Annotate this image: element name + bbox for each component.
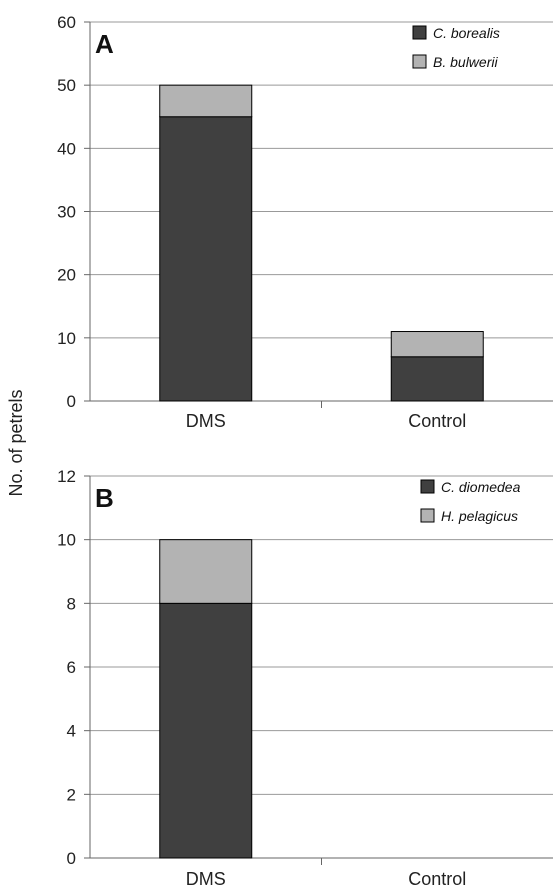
panel-b-category-label: DMS bbox=[186, 869, 226, 888]
panel-a-legend-swatch-1 bbox=[413, 26, 426, 39]
panel-b-legend-swatch-1 bbox=[421, 480, 434, 493]
panel-a-y-tick-label: 50 bbox=[57, 76, 76, 95]
panel-a-y-tick-label: 10 bbox=[57, 329, 76, 348]
panel-a-bar-control-series-1 bbox=[391, 357, 483, 401]
panel-a-y-tick-label: 30 bbox=[57, 203, 76, 222]
panel-a-legend-label-2: B. bulwerii bbox=[433, 54, 498, 70]
panel-b-label: B bbox=[95, 483, 114, 513]
panel-b-y-tick-label: 4 bbox=[67, 722, 76, 741]
panel-a-y-tick-label: 40 bbox=[57, 139, 76, 158]
panel-b-bar-dms-series-2 bbox=[160, 540, 252, 604]
panel-a-y-tick-label: 60 bbox=[57, 13, 76, 32]
panel-a-bar-dms-series-1 bbox=[160, 117, 252, 401]
panel-b-legend-swatch-2 bbox=[421, 509, 434, 522]
panel-a-label: A bbox=[95, 29, 114, 59]
panel-a-y-tick-label: 0 bbox=[67, 392, 76, 411]
panel-a-category-label: Control bbox=[408, 411, 466, 431]
panel-b-bar-dms-series-1 bbox=[160, 603, 252, 858]
panel-a-legend-label-1: C. borealis bbox=[433, 25, 500, 41]
panel-a-category-label: DMS bbox=[186, 411, 226, 431]
panel-b-y-tick-label: 2 bbox=[67, 785, 76, 804]
panel-b-y-tick-label: 12 bbox=[57, 467, 76, 486]
panel-a-bar-control-series-2 bbox=[391, 332, 483, 357]
panel-a-y-tick-label: 20 bbox=[57, 266, 76, 285]
y-axis-label: No. of petrels bbox=[6, 389, 26, 496]
panel-a-bar-dms-series-2 bbox=[160, 85, 252, 117]
panel-b-legend-label-2: H. pelagicus bbox=[441, 508, 518, 524]
panel-b-y-tick-label: 6 bbox=[67, 658, 76, 677]
panel-b-category-label: Control bbox=[408, 869, 466, 888]
panel-b-y-tick-label: 10 bbox=[57, 531, 76, 550]
panel-b-y-tick-label: 0 bbox=[67, 849, 76, 868]
panel-a-legend-swatch-2 bbox=[413, 55, 426, 68]
panel-b-y-tick-label: 8 bbox=[67, 594, 76, 613]
panel-b-legend-label-1: C. diomedea bbox=[441, 479, 521, 495]
